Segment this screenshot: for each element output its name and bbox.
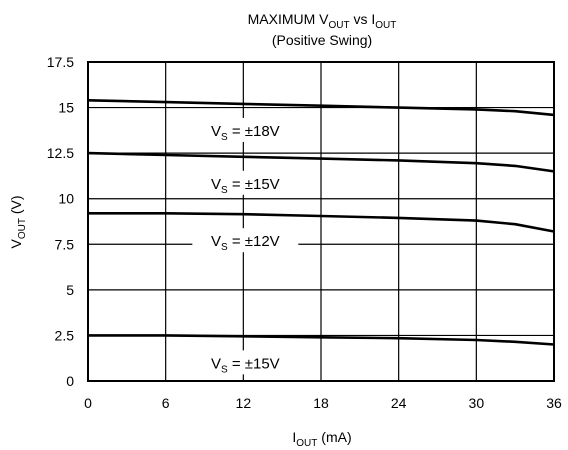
y-tick-label: 0 (66, 373, 74, 389)
series-label-1: VS = ±18V (211, 123, 280, 143)
y-tick-label: 15 (58, 100, 74, 116)
chart-title: MAXIMUM VOUT vs IOUT (Positive Swing) (248, 11, 397, 48)
y-tick-label: 5 (66, 282, 74, 298)
series-label-2: VS = ±15V (211, 176, 280, 196)
series-line-3 (88, 212, 555, 233)
x-axis-label: IOUT (mA) (292, 429, 351, 449)
series-label-3: VS = ±12V (211, 233, 280, 253)
series-label-background (192, 228, 299, 253)
x-tick-label: 36 (546, 395, 562, 411)
series-label-background (192, 117, 299, 142)
series-line-1 (87, 99, 555, 117)
y-tick-labels: 0 2.5 5 7.5 10 12.5 15 17.5 (47, 54, 74, 389)
chart-title-line1: MAXIMUM VOUT vs IOUT (248, 11, 397, 31)
series-labels: VS = ±18V VS = ±15V VS = ±12V VS = ±15V (192, 117, 299, 375)
plot-frame (87, 61, 555, 382)
y-axis-label: VOUT (V) (8, 195, 28, 248)
y-tick-label: 7.5 (55, 236, 75, 252)
y-tick-label: 12.5 (47, 145, 74, 161)
x-tick-label: 18 (313, 395, 329, 411)
y-tick-label: 2.5 (55, 327, 75, 343)
x-tick-label: 24 (391, 395, 407, 411)
x-tick-labels: 0 6 12 18 24 30 36 (84, 395, 562, 411)
series-label-background (192, 350, 299, 375)
x-tick-label: 12 (236, 395, 252, 411)
series-label-4: VS = ±15V (211, 355, 280, 375)
x-tick-label: 6 (162, 395, 170, 411)
series-lines (87, 99, 555, 346)
y-tick-label: 10 (58, 191, 74, 207)
x-tick-label: 0 (84, 395, 92, 411)
chart-title-line2: (Positive Swing) (272, 32, 372, 48)
series-line-2 (87, 151, 555, 173)
y-tick-label: 17.5 (47, 54, 74, 70)
series-label-background (192, 170, 299, 195)
x-tick-label: 30 (469, 395, 485, 411)
series-line-4 (88, 334, 555, 346)
